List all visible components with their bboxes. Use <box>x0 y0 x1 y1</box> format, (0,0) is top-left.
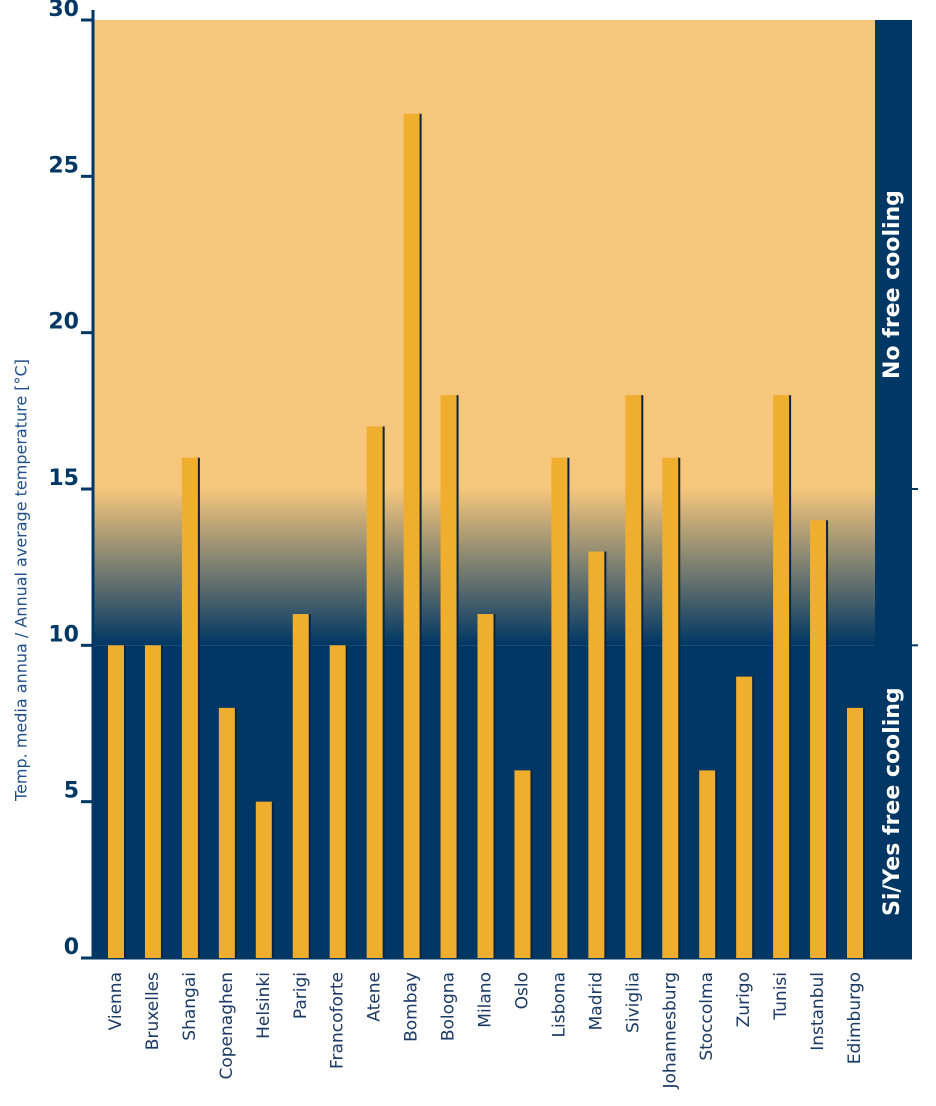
y-tick-label: 20 <box>48 310 79 335</box>
bar-shadow <box>788 395 792 958</box>
y-tick-label: 25 <box>48 153 79 178</box>
bar <box>736 676 753 958</box>
bar <box>144 645 161 958</box>
bar-shadow <box>418 113 422 959</box>
x-tick-label: Francoforte <box>328 972 348 1069</box>
bar-shadow <box>492 614 496 958</box>
x-tick-label: Bruxelles <box>143 972 163 1050</box>
y-axis-label: Temp. media annua / Annual average tempe… <box>12 359 31 802</box>
bar <box>625 395 642 958</box>
x-tick-label: Vienna <box>106 972 126 1030</box>
x-tick-label: Atene <box>365 972 385 1022</box>
bar <box>551 457 568 958</box>
bar <box>366 426 383 958</box>
bar-shadow <box>344 645 348 958</box>
bar <box>181 457 198 958</box>
bar <box>440 395 457 958</box>
x-tick-label: Milano <box>476 972 496 1028</box>
bar <box>255 801 272 958</box>
bar <box>218 707 235 958</box>
bar <box>514 770 531 958</box>
x-tick-label: Lisbona <box>549 972 569 1037</box>
bar <box>810 520 827 958</box>
y-tick-label: 15 <box>48 466 79 491</box>
bar-shadow <box>751 676 755 958</box>
x-tick-label: Edimburgo <box>845 972 865 1064</box>
x-tick-label: Stoccolma <box>697 972 717 1061</box>
bar <box>847 707 863 958</box>
bar-shadow <box>159 645 163 958</box>
bar-shadow <box>455 395 459 958</box>
bar-shadow <box>270 801 274 958</box>
bar <box>108 645 124 958</box>
zone-label: No free cooling <box>880 190 905 379</box>
x-tick-label: Zurigo <box>734 972 754 1027</box>
y-tick-label: 0 <box>64 935 79 960</box>
x-tick-label: Copenaghen <box>217 972 237 1080</box>
bar <box>662 457 679 958</box>
bar-shadow <box>529 770 533 958</box>
bar-shadow <box>381 426 385 958</box>
bar-shadow <box>714 770 718 958</box>
bar-shadow <box>307 614 311 958</box>
bar-shadow <box>640 395 644 958</box>
x-tick-label: Siviglia <box>623 972 643 1033</box>
y-tick-label: 5 <box>64 779 79 804</box>
bar <box>329 645 346 958</box>
bar <box>699 770 716 958</box>
x-tick-label: Bombay <box>402 972 422 1042</box>
x-tick-label: Madrid <box>586 972 606 1030</box>
bar-shadow <box>233 707 237 958</box>
x-tick-label: Instanbul <box>808 972 828 1051</box>
x-tick-label: Parigi <box>291 972 311 1019</box>
y-tick-label: 30 <box>48 0 79 22</box>
zone-high <box>93 20 875 489</box>
x-tick-label: Tunisi <box>771 972 791 1021</box>
bar-shadow <box>862 707 865 958</box>
x-tick-label: Johannesburg <box>660 972 680 1090</box>
x-tick-label: Shangai <box>180 972 200 1041</box>
bar-shadow <box>123 645 126 958</box>
bar-shadow <box>603 551 607 958</box>
bar <box>477 614 494 958</box>
x-tick-label: Helsinki <box>254 972 274 1039</box>
zone-label: Si/Yes free cooling <box>880 687 905 916</box>
x-tick-label: Bologna <box>439 972 459 1041</box>
side-band <box>875 20 912 958</box>
y-tick-label: 10 <box>48 622 79 647</box>
bar-shadow <box>677 457 681 958</box>
x-tick-label: Oslo <box>512 972 532 1009</box>
bar <box>403 113 420 959</box>
bar-shadow <box>825 520 829 958</box>
bar <box>588 551 605 958</box>
bar <box>773 395 790 958</box>
bar <box>292 614 309 958</box>
bar-shadow <box>566 457 570 958</box>
bar-shadow <box>196 457 200 958</box>
